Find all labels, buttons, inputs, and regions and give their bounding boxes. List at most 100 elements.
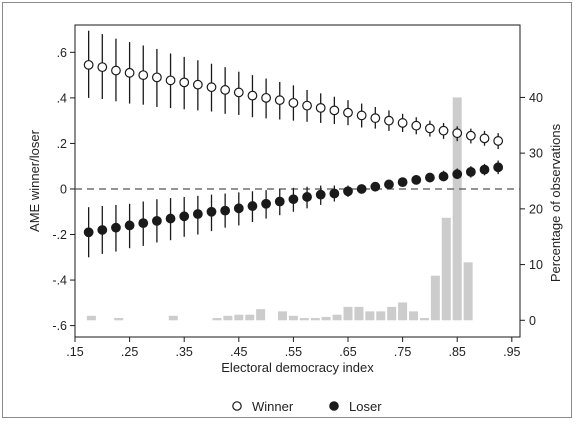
winner-point <box>465 130 476 141</box>
loser-point <box>370 181 381 192</box>
point-estimates <box>83 59 504 238</box>
winner-point <box>370 113 381 124</box>
loser-point <box>411 174 422 185</box>
histogram-bar <box>354 306 364 321</box>
legend: Winner Loser <box>232 399 382 414</box>
right-y-tick-label: 10 <box>529 258 543 272</box>
x-tick-label: .35 <box>176 345 193 359</box>
loser-point <box>288 194 299 205</box>
x-tick-label: .75 <box>394 345 411 359</box>
histogram-bar <box>277 311 287 321</box>
legend-winner-label: Winner <box>252 399 294 414</box>
y-tick-label: .6 <box>57 46 67 60</box>
winner-point <box>302 100 312 111</box>
histogram-bar <box>288 315 298 321</box>
ame-chart: .15 .25 .35 .45 .55 .65 .75 .85 .95 .6 .4 .2 0 -.2 -.… <box>27 24 563 414</box>
winner-point <box>411 120 422 131</box>
loser-point <box>206 206 217 217</box>
legend-winner-marker <box>232 401 242 411</box>
right-y-axis-ticks: 0 10 20 30 40 <box>520 91 543 328</box>
histogram-bar <box>409 311 419 321</box>
histogram-bar <box>321 316 331 321</box>
loser-point <box>83 227 94 238</box>
histogram-bar <box>223 315 233 321</box>
histogram-bar <box>332 314 342 321</box>
histogram-bar <box>419 318 429 321</box>
x-tick-label: .95 <box>503 345 520 359</box>
histogram-bar <box>430 275 440 321</box>
winner-point <box>452 128 463 139</box>
histogram-bar <box>168 315 178 321</box>
x-tick-label: .85 <box>449 345 466 359</box>
loser-point <box>343 186 353 197</box>
loser-point <box>274 196 285 207</box>
histogram-bar <box>234 314 244 321</box>
loser-point <box>97 225 108 235</box>
y-tick-label: -.6 <box>52 319 67 333</box>
loser-point <box>111 222 121 233</box>
y-tick-label: -.4 <box>52 274 67 288</box>
loser-point <box>329 188 340 199</box>
histogram-bars <box>86 97 473 321</box>
winner-point <box>220 85 231 95</box>
histogram-bar <box>114 318 124 321</box>
histogram-bar <box>376 311 386 321</box>
plot-area-border <box>74 24 521 338</box>
winner-point <box>288 97 299 108</box>
winner-point <box>179 77 190 88</box>
legend-loser-label: Loser <box>349 399 382 414</box>
histogram-bar <box>299 318 309 321</box>
y-tick-label: .2 <box>57 137 67 151</box>
winner-point <box>165 75 176 86</box>
histogram-bar <box>212 318 222 321</box>
histogram-bar <box>86 315 96 321</box>
loser-point <box>261 198 272 209</box>
loser-point <box>247 201 258 211</box>
loser-point <box>192 209 203 219</box>
winner-point <box>397 118 408 128</box>
loser-point <box>425 172 435 183</box>
loser-point <box>138 218 149 229</box>
loser-point <box>452 169 463 180</box>
winner-point <box>261 92 272 103</box>
histogram-bar <box>441 217 451 321</box>
legend-loser-marker <box>329 401 339 411</box>
loser-point <box>479 164 490 175</box>
histogram-bar <box>343 306 353 321</box>
winner-point <box>343 107 353 118</box>
loser-point <box>302 192 312 202</box>
y-tick-label: -.2 <box>52 228 67 242</box>
winner-point <box>315 102 326 113</box>
loser-point <box>124 220 135 231</box>
histogram-bar <box>463 262 473 321</box>
confidence-intervals <box>88 30 499 258</box>
loser-point <box>152 215 162 226</box>
right-y-tick-label: 20 <box>529 202 543 216</box>
loser-point <box>397 177 408 188</box>
histogram-bar <box>365 311 375 321</box>
y-axis-ticks: .6 .4 .2 0 -.2 -.4 -.6 <box>52 46 75 333</box>
x-tick-label: .55 <box>285 345 302 359</box>
winner-point <box>83 59 94 70</box>
x-tick-label: .25 <box>121 345 138 359</box>
winner-point <box>192 79 203 90</box>
winner-point <box>274 95 285 106</box>
loser-point <box>315 189 326 200</box>
right-y-tick-label: 0 <box>529 314 536 328</box>
winner-point <box>206 82 217 93</box>
winner-point <box>138 70 149 81</box>
y-tick-label: 0 <box>60 182 67 196</box>
y-tick-label: .4 <box>57 91 67 105</box>
histogram-bar <box>398 302 408 321</box>
x-axis-ticks: .15 .25 .35 .45 .55 .65 .75 .85 .95 <box>66 337 521 359</box>
histogram-bar <box>310 318 320 321</box>
histogram-bar <box>387 306 397 321</box>
winner-point <box>425 123 435 134</box>
y-axis-label: AME winner/loser <box>27 129 42 232</box>
winner-point <box>152 72 162 83</box>
winner-point <box>438 125 449 136</box>
histogram-bar <box>256 309 266 321</box>
x-tick-label: .65 <box>339 345 356 359</box>
right-y-axis-label: Percentage of observations <box>548 123 563 282</box>
winner-point <box>356 110 367 121</box>
